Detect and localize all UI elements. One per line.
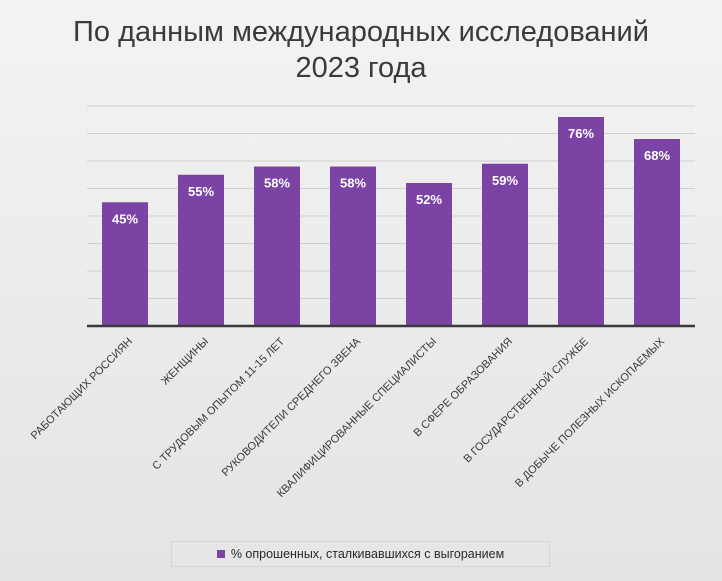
category-label: С ТРУДОВЫМ ОПЫТОМ 11-15 ЛЕТ xyxy=(150,335,287,472)
data-label: 45% xyxy=(112,211,138,226)
bar xyxy=(406,183,452,326)
bars: 45% 55% 58% 58% 52% 59% 76% 68% xyxy=(102,117,680,326)
data-label: 59% xyxy=(492,173,518,188)
bar xyxy=(102,202,148,326)
chart-title: По данным международных исследований 202… xyxy=(0,14,722,86)
category-label: В ГОСУДАРСТВЕННОЙ СЛУЖБЕ xyxy=(461,335,591,465)
data-label: 52% xyxy=(416,192,442,207)
bar xyxy=(178,174,224,326)
category-label: КВАЛИФИЦИРОВАННЫЕ СПЕЦИАЛИСТЫ xyxy=(275,336,439,500)
data-label: 76% xyxy=(568,126,594,141)
category-label: РУКОВОДИТЕЛИ СРЕДНЕГО ЗВЕНА xyxy=(220,335,364,479)
chart-title-line-2: 2023 года xyxy=(295,52,427,84)
bar xyxy=(634,139,680,326)
data-label: 55% xyxy=(188,184,214,199)
data-label: 68% xyxy=(644,148,670,163)
data-label: 58% xyxy=(340,176,366,191)
category-label: ЖЕНЩИНЫ xyxy=(159,336,211,388)
bar xyxy=(254,166,300,326)
bar xyxy=(558,117,604,326)
bar xyxy=(482,163,528,326)
legend-swatch-icon xyxy=(216,550,225,558)
category-label: В ДОБЫЧЕ ПОЛЕЗНЫХ ИСКОПАЕМЫХ xyxy=(513,335,668,490)
legend-label: % опрошенных, сталкивавшихся с выгорание… xyxy=(230,547,505,561)
category-label: РАБОТАЮЩИХ РОССИЯН xyxy=(29,336,135,442)
bar xyxy=(330,166,376,326)
legend: % опрошенных, сталкивавшихся с выгорание… xyxy=(171,541,550,567)
chart-title-line-1: По данным международных исследований xyxy=(73,16,649,48)
data-label: 58% xyxy=(264,176,290,191)
